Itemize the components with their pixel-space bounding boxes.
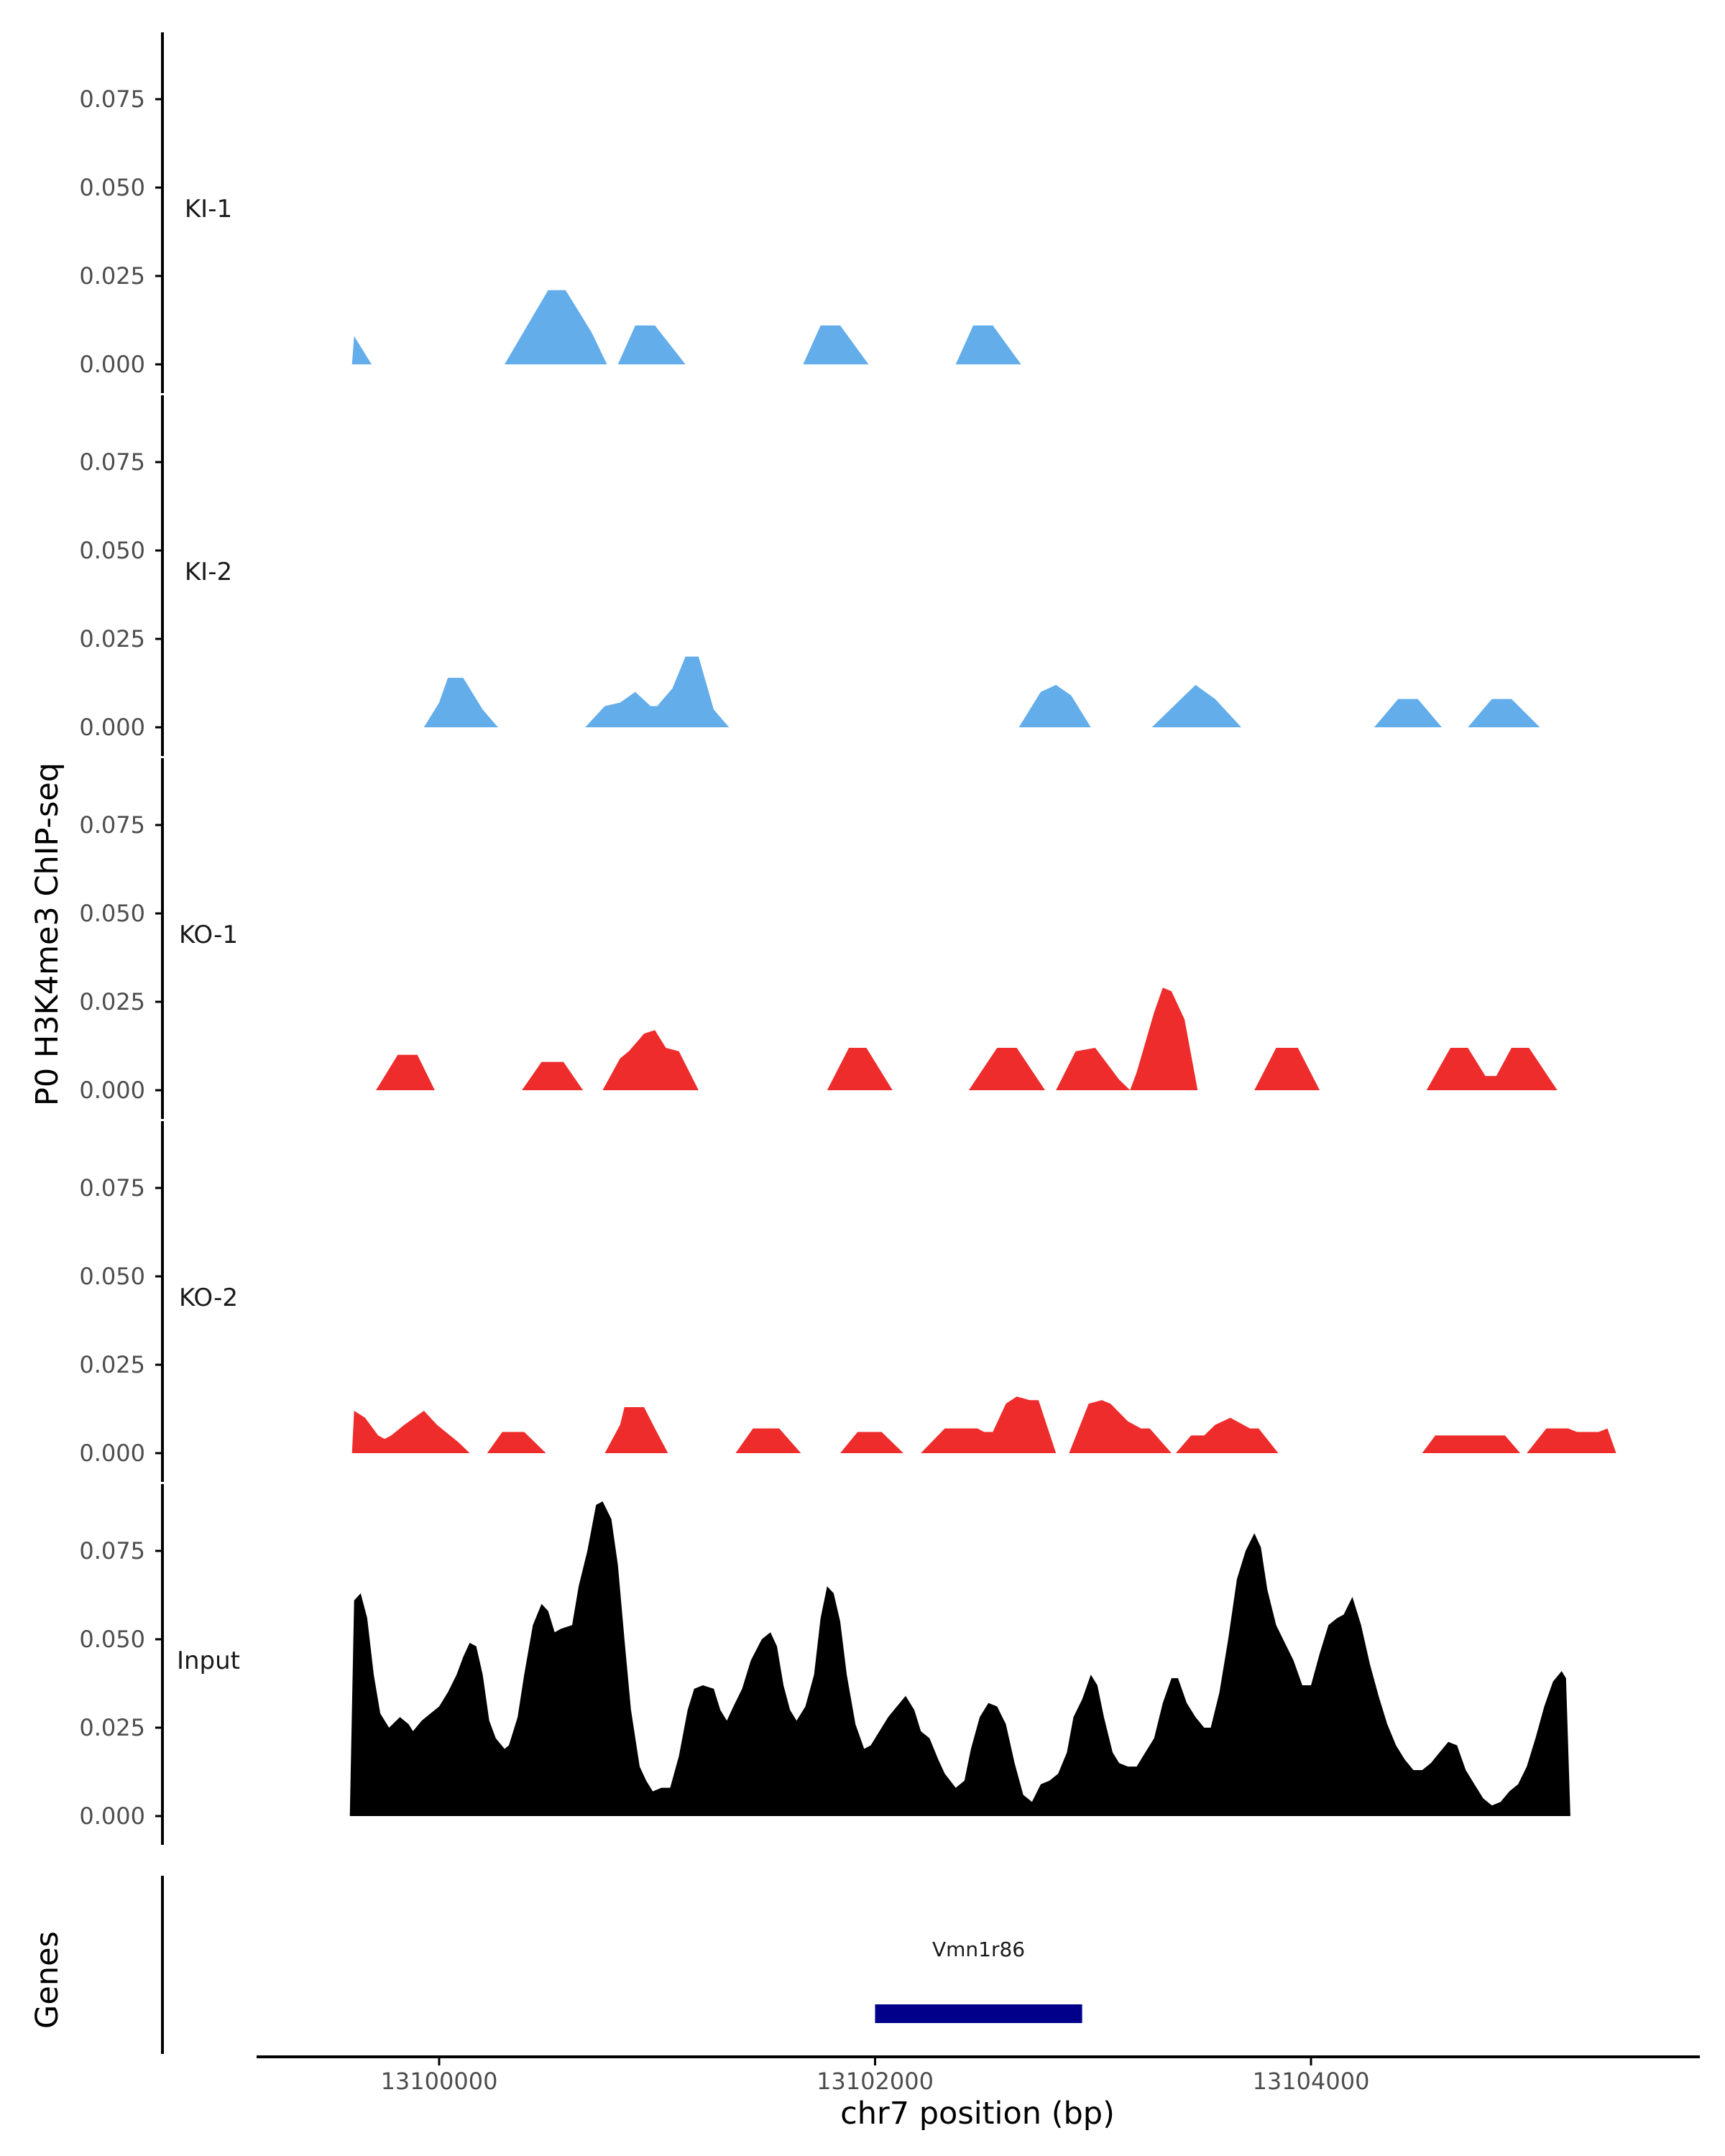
genes-panel: Vmn1r86 <box>161 1876 1082 2054</box>
coverage-area <box>351 290 1021 364</box>
y-tick-label: 0.050 <box>79 1626 145 1653</box>
y-tick-label: 0.050 <box>79 1263 145 1290</box>
track-input: 0.000 0.025 0.050 0.075 Input <box>79 1484 1570 1845</box>
x-tick-label: 13102000 <box>816 2068 934 2095</box>
y-tick-label: 0.000 <box>79 1077 145 1104</box>
coverage-area <box>423 656 1540 727</box>
y-tick-label: 0.075 <box>79 1174 145 1202</box>
y-tick-label: 0.025 <box>79 1714 145 1741</box>
track-label: KI-2 <box>185 558 232 586</box>
y-tick-label: 0.075 <box>79 448 145 476</box>
track-ki-2: 0.000 0.025 0.050 0.075 KI-2 <box>79 395 1540 756</box>
y-tick-label: 0.075 <box>79 1537 145 1565</box>
track-label: Input <box>177 1646 240 1675</box>
track-label: KI-1 <box>185 195 232 224</box>
x-tick-label: 13104000 <box>1253 2068 1370 2095</box>
gene-body <box>875 2004 1082 2023</box>
y-tick-label: 0.025 <box>79 988 145 1015</box>
y-axis-title: P0 H3K4me3 ChIP-seq <box>29 763 65 1106</box>
y-tick-label: 0.000 <box>79 1802 145 1830</box>
track-label: KO-1 <box>179 921 238 949</box>
track-ki-1: 0.000 0.025 0.050 0.075 KI-1 <box>79 32 1021 393</box>
y-tick-label: 0.050 <box>79 537 145 564</box>
genes-axis-title: Genes <box>29 1931 65 2029</box>
y-tick-label: 0.075 <box>79 86 145 113</box>
y-tick-label: 0.075 <box>79 811 145 839</box>
coverage-area <box>351 1396 1616 1453</box>
x-tick-label: 13100000 <box>381 2068 498 2095</box>
track-panels: 0.0000.0250.0500.075KI-10.0000.0250.0500… <box>79 32 1616 1845</box>
gene-label: Vmn1r86 <box>932 1938 1025 1961</box>
x-axis-title: chr7 position (bp) <box>840 2096 1115 2132</box>
track-ko-1: 0.000 0.025 0.050 0.075 KO-1 <box>79 758 1558 1119</box>
track-label: KO-2 <box>179 1284 238 1312</box>
coverage-area <box>376 987 1558 1090</box>
y-tick-label: 0.000 <box>79 1439 145 1467</box>
y-tick-label: 0.050 <box>79 900 145 927</box>
y-tick-label: 0.025 <box>79 262 145 290</box>
x-axis: 13100000 13102000 13104000 <box>257 2055 1700 2095</box>
y-tick-label: 0.000 <box>79 351 145 378</box>
track-ko-2: 0.000 0.025 0.050 0.075 KO-2 <box>79 1121 1616 1482</box>
coverage-area <box>349 1501 1570 1816</box>
y-tick-label: 0.025 <box>79 625 145 653</box>
y-tick-label: 0.025 <box>79 1351 145 1378</box>
y-tick-label: 0.000 <box>79 714 145 741</box>
y-tick-label: 0.050 <box>79 174 145 201</box>
